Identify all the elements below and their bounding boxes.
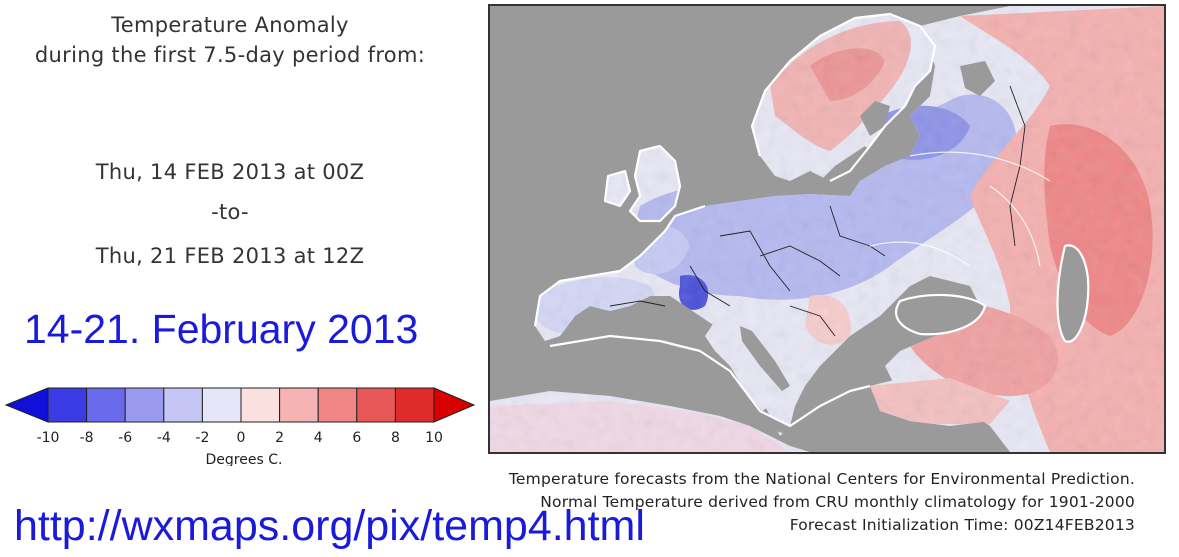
map-title: Temperature Anomaly during the first 7.5… [0,10,460,70]
legend-tick-label: -6 [118,430,132,446]
credits-block: Temperature forecasts from the National … [509,468,1135,537]
period-start: Thu, 14 FEB 2013 at 00Z [95,160,365,184]
period-separator: -to- [211,200,249,224]
color-legend: -10 -8 -6 -4 -2 0 2 4 6 8 10 Degrees C. [4,386,476,466]
title-line-1: Temperature Anomaly [111,13,349,37]
legend-tick-label: 4 [314,430,323,446]
legend-tick-label: 6 [352,430,361,446]
legend-color-box [394,387,435,423]
legend-tick-label: 8 [391,430,400,446]
legend-color-box [124,387,165,423]
legend-arrow-warm [433,387,476,423]
legend-tick-label: -2 [195,430,209,446]
europe-anomaly-map [488,4,1166,454]
legend-color-box [279,387,319,423]
overlay-url-link[interactable]: http://wxmaps.org/pix/temp4.html [14,502,645,550]
legend-scale: -10 -8 -6 -4 -2 0 2 4 6 8 10 Degrees C. [4,387,476,466]
legend-unit-label: Degrees C. [206,452,283,466]
legend-color-box [201,387,242,423]
period-end: Thu, 21 FEB 2013 at 12Z [95,244,365,268]
legend-color-box [86,387,126,423]
credits-line-2: Normal Temperature derived from CRU mont… [540,493,1135,511]
legend-color-box [163,387,203,423]
credits-line-3: Forecast Initialization Time: 00Z14FEB20… [789,516,1135,534]
credits-line-1: Temperature forecasts from the National … [508,470,1135,488]
map-canvas [490,6,1164,452]
legend-color-box [317,387,358,423]
title-line-2: during the first 7.5-day period from: [34,43,426,67]
legend-tick-label: 2 [275,430,284,446]
legend-arrow-cold [4,387,49,423]
legend-tick-label: 0 [237,430,246,446]
legend-color-box [356,387,396,423]
legend-tick-label: 10 [425,430,443,446]
legend-tick-label: -4 [157,430,171,446]
legend-color-box [47,387,88,423]
legend-tick-label: -8 [80,430,94,446]
legend-color-box [240,387,281,423]
legend-tick-label: -10 [37,430,60,446]
overlay-date-range: 14-21. February 2013 [24,306,419,352]
